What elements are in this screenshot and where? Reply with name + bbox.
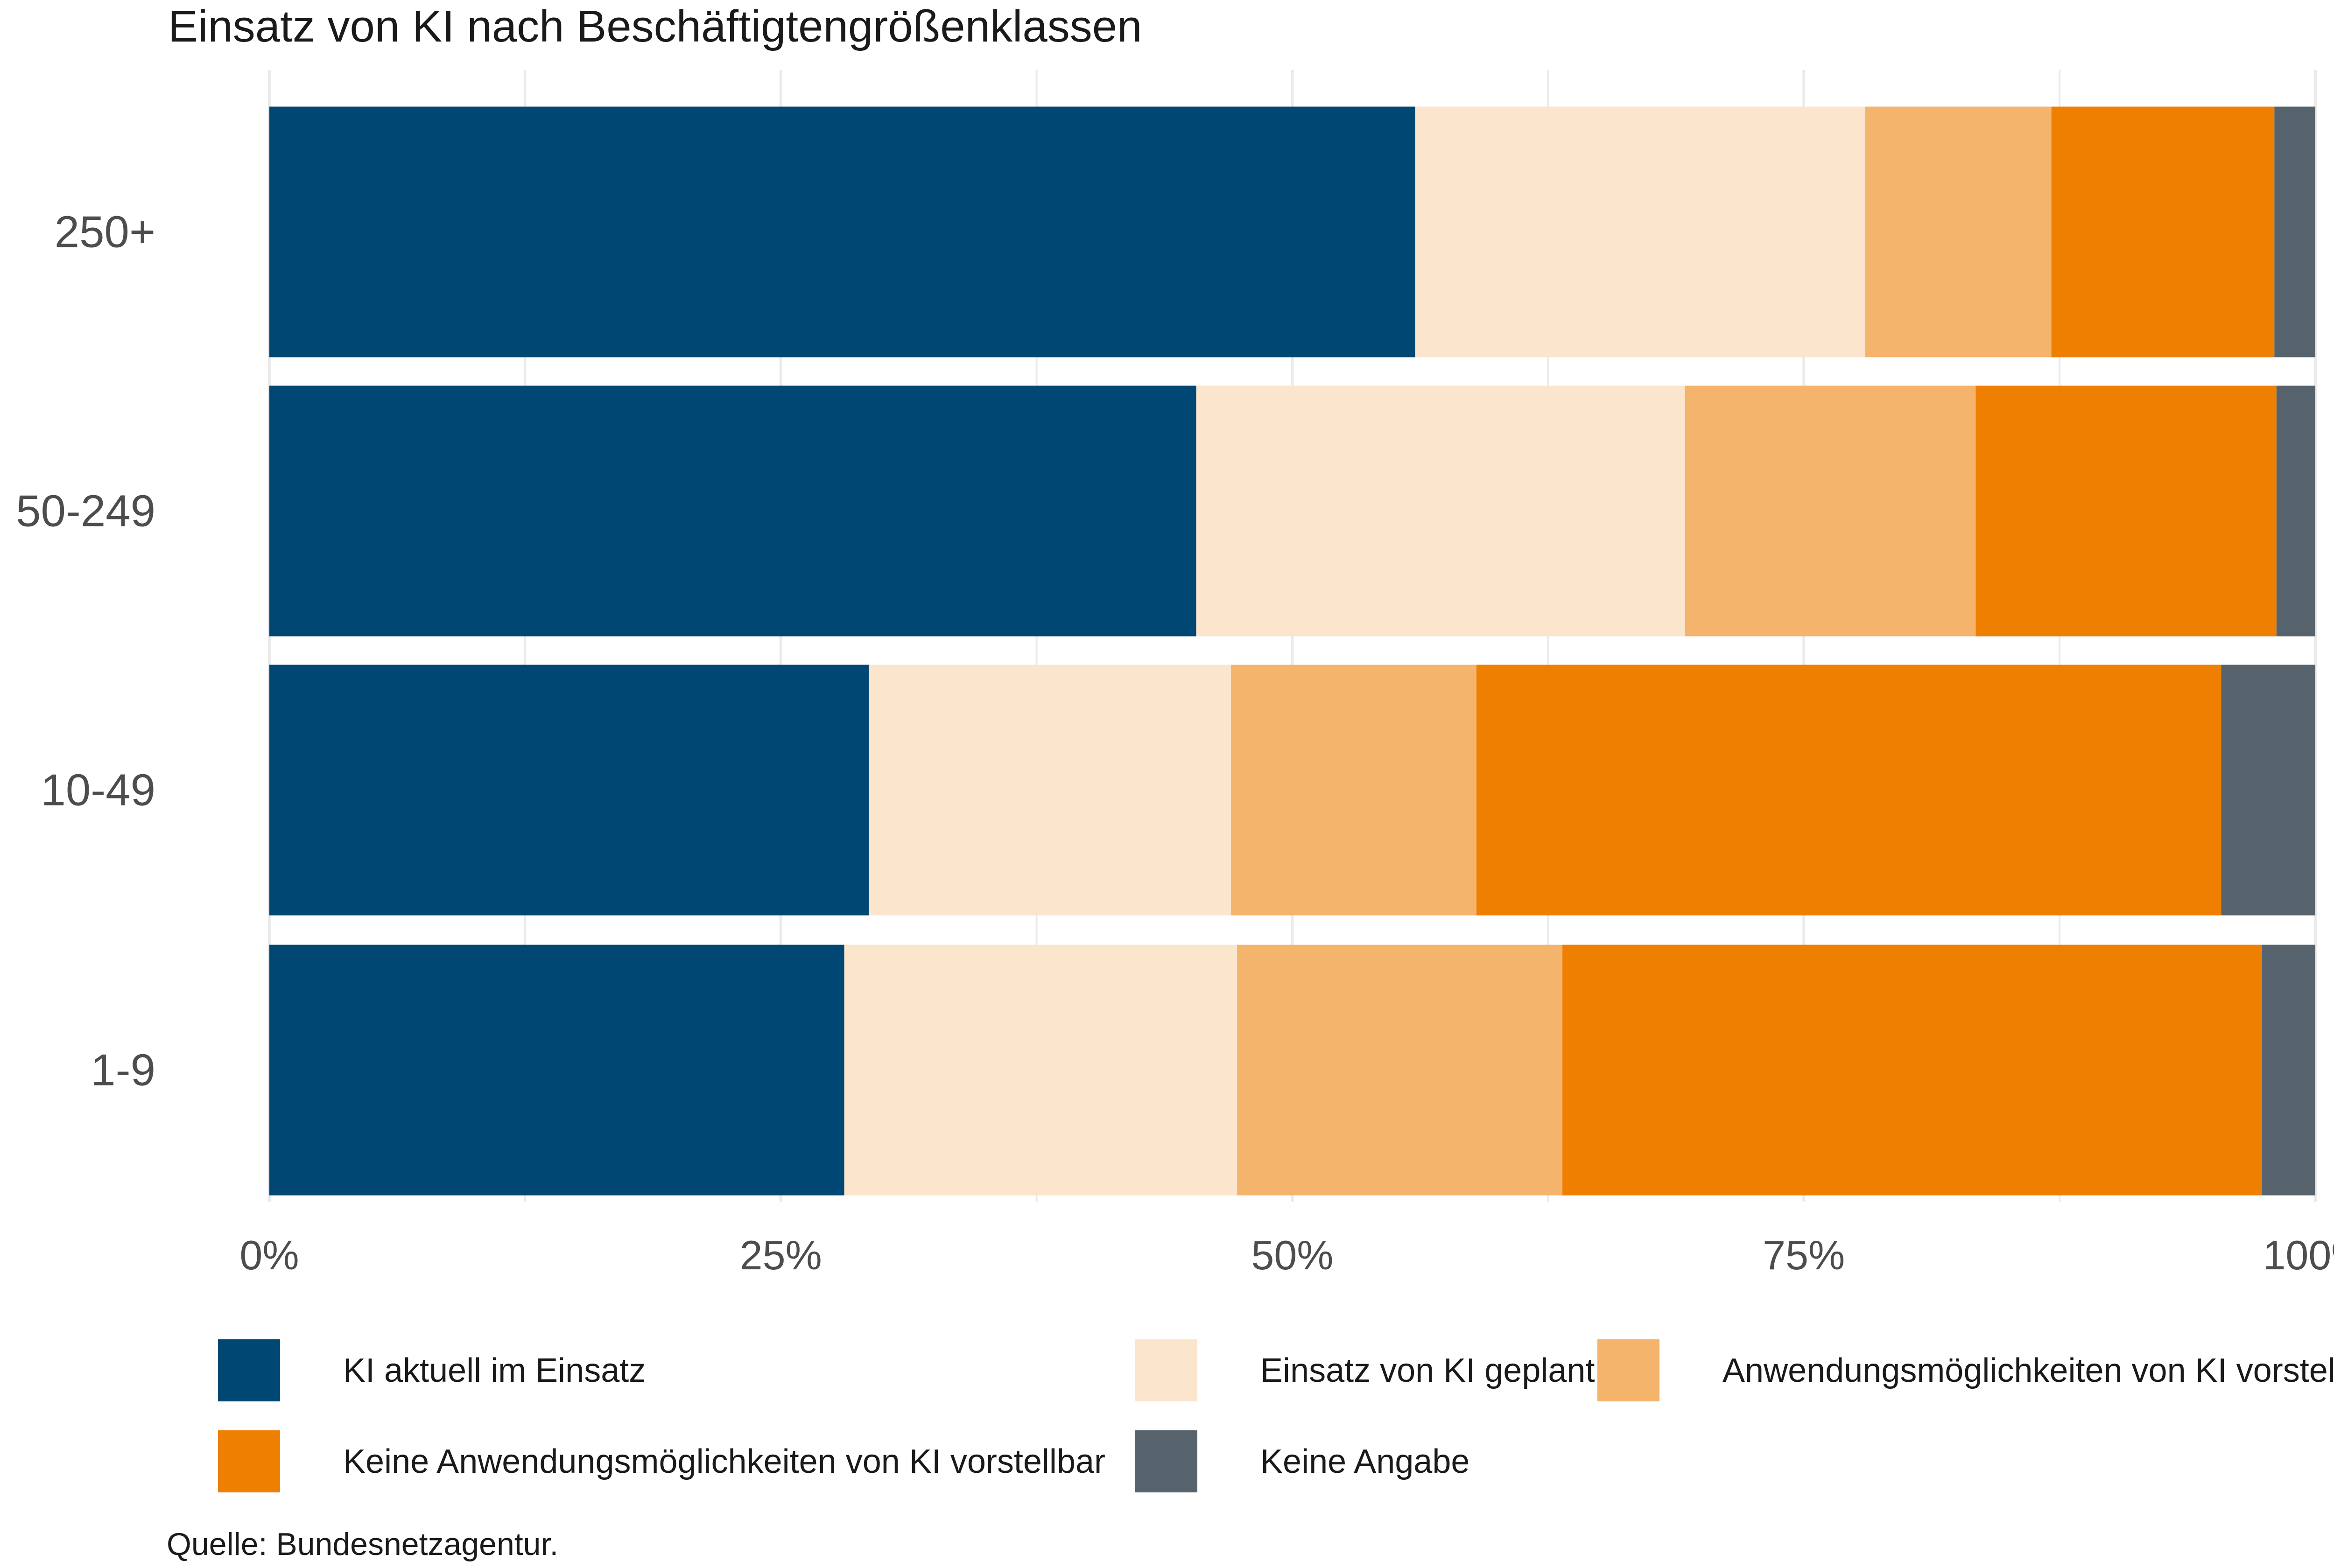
x-tick-label: 0% — [239, 1232, 299, 1278]
legend-swatch — [1135, 1339, 1197, 1401]
chart-title: Einsatz von KI nach Beschäftigtengrößenk… — [168, 1, 1142, 51]
bar-segment — [1231, 665, 1476, 916]
legend-swatch — [218, 1339, 280, 1401]
bar-segment — [1562, 945, 2263, 1196]
y-category-label: 1-9 — [91, 1045, 155, 1095]
legend-item: Einsatz von KI geplant — [1135, 1339, 1595, 1401]
y-category-label: 250+ — [55, 207, 155, 257]
x-axis-tick-labels: 0% 25% 50% 75% 100% — [239, 1232, 2334, 1278]
legend-item: Anwendungsmöglichkeiten von KI vorstellb… — [1597, 1339, 2334, 1401]
x-tick-label: 25% — [740, 1232, 822, 1278]
legend-item: KI aktuell im Einsatz — [218, 1339, 646, 1401]
bar-segment — [2276, 385, 2315, 637]
bar-segment — [1685, 385, 1976, 637]
bar-segment — [2221, 665, 2315, 916]
bar-segment — [1415, 106, 1865, 357]
y-category-label: 10-49 — [41, 765, 155, 815]
bar-segment — [2262, 945, 2315, 1196]
legend-swatch — [218, 1430, 280, 1492]
bar-segment — [2274, 106, 2315, 357]
legend-label: KI aktuell im Einsatz — [343, 1351, 646, 1389]
legend-swatch — [1597, 1339, 1659, 1401]
legend: KI aktuell im Einsatz Einsatz von KI gepl… — [218, 1339, 2334, 1526]
bars — [269, 106, 2315, 1196]
legend-label: Einsatz von KI geplant — [1260, 1351, 1595, 1389]
bar-segment — [1237, 945, 1563, 1196]
bar-segment — [1476, 665, 2222, 916]
legend-label: Keine Angabe — [1260, 1442, 1470, 1480]
y-category-label: 50-249 — [16, 486, 155, 536]
legend-item: Keine Anwendungsmöglichkeiten von KI vor… — [218, 1430, 1105, 1492]
x-tick-label: 50% — [1251, 1232, 1333, 1278]
bar-segment — [1865, 106, 2052, 357]
bar-segment — [1196, 385, 1686, 637]
x-tick-label: 100% — [2263, 1232, 2334, 1278]
legend-swatch — [1135, 1430, 1197, 1492]
bar-segment — [2051, 106, 2275, 357]
legend-label: Keine Anwendungsmöglichkeiten von KI vor… — [343, 1442, 1105, 1480]
legend-item: Keine Angabe — [1135, 1430, 1469, 1492]
source-note: Quelle: Bundesnetzagentur. — [167, 1526, 559, 1562]
x-tick-label: 75% — [1763, 1232, 1845, 1278]
category-labels: 250+ 50-249 10-49 1-9 — [16, 207, 155, 1095]
bar-segment — [269, 106, 1415, 357]
bar-segment — [269, 665, 869, 916]
bar-segment — [869, 665, 1231, 916]
bar-segment — [1975, 385, 2277, 637]
bar-segment — [844, 945, 1237, 1196]
bar-segment — [269, 385, 1196, 637]
bar-segment — [269, 945, 844, 1196]
legend-label: Anwendungsmöglichkeiten von KI vorstellb… — [1722, 1351, 2334, 1389]
